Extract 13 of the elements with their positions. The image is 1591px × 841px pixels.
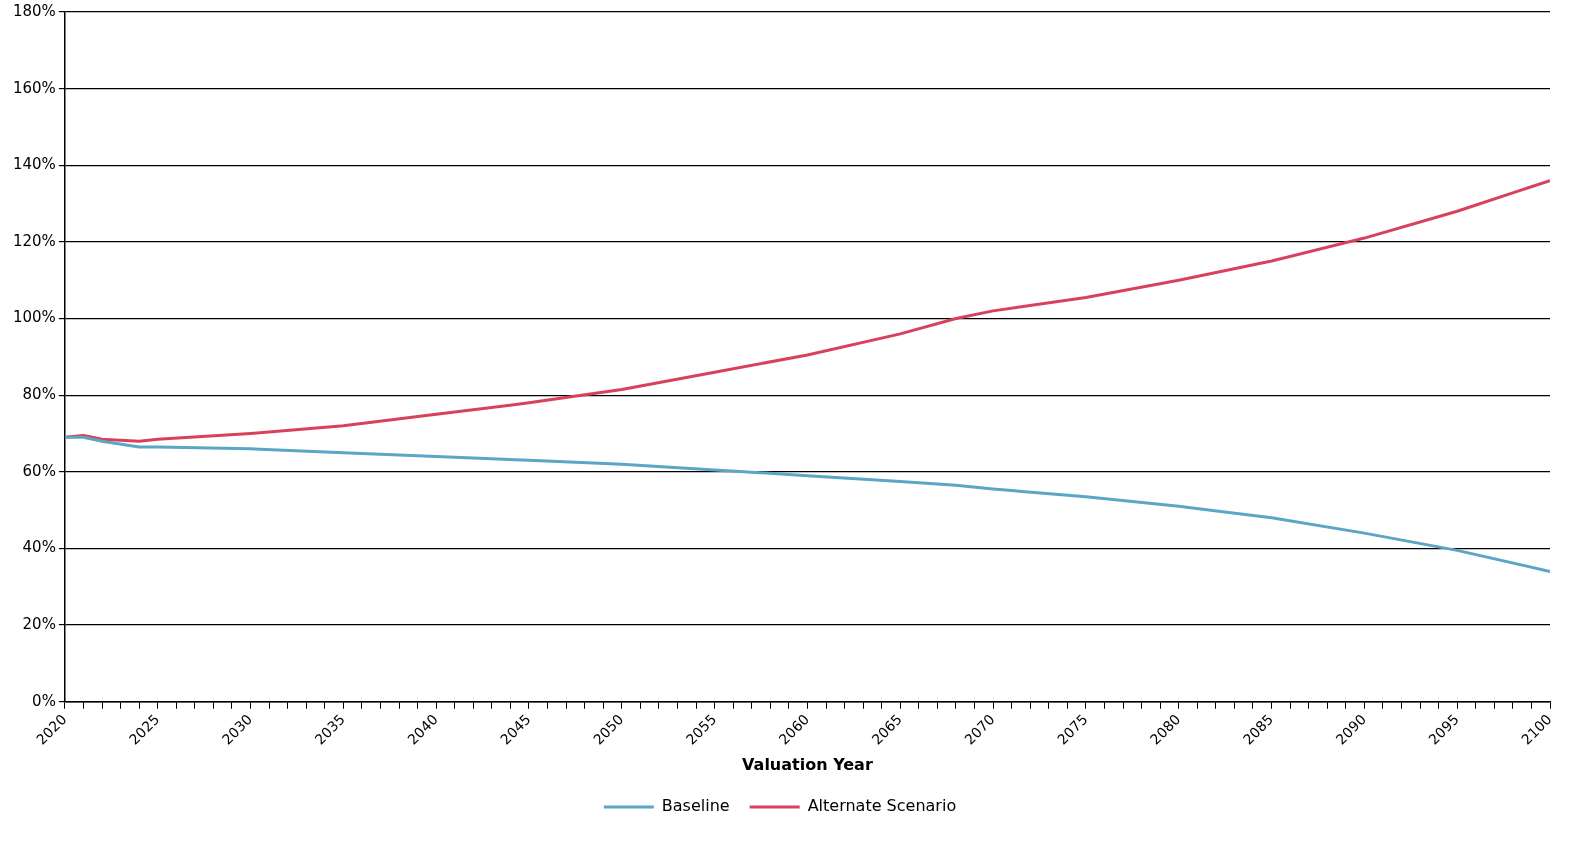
y-tick-label: 160% (12, 78, 56, 97)
y-tick-label: 60% (22, 461, 56, 480)
y-tick-label: 40% (22, 538, 56, 557)
y-tick-label: 120% (12, 231, 56, 250)
y-tick-label: 0% (32, 691, 56, 710)
y-tick-label: 180% (12, 1, 56, 20)
y-tick-label: 80% (22, 385, 56, 404)
y-tick-label: 140% (12, 155, 56, 174)
y-tick-label: 20% (22, 614, 56, 633)
y-tick-label: 100% (12, 308, 56, 327)
legend-label: Baseline (661, 796, 730, 816)
legend-label: Alternate Scenario (807, 796, 957, 816)
x-axis-title: Valuation Year (742, 754, 873, 774)
